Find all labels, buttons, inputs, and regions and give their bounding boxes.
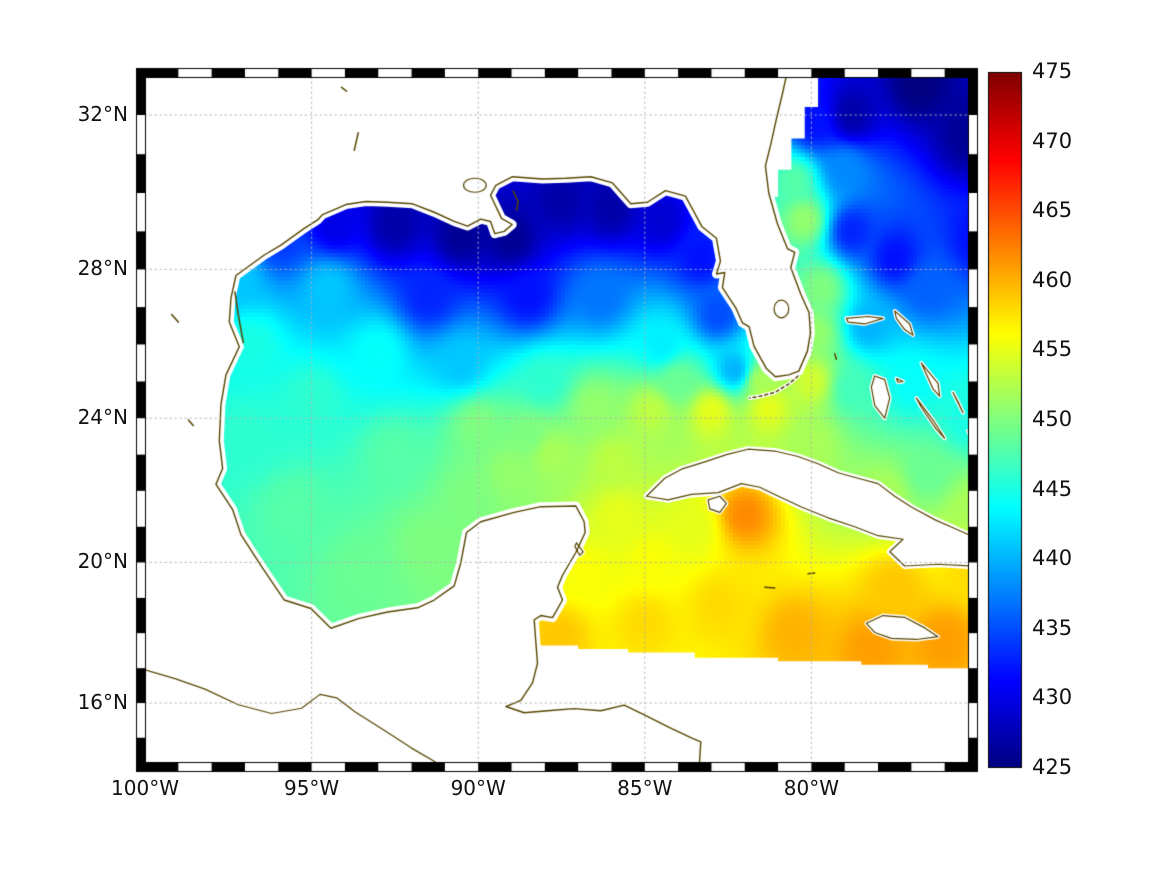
- colorbar-tick-label-450: 450: [1032, 407, 1073, 431]
- y-tick-label-28n: 28°N: [77, 256, 128, 281]
- x-tick-label-95w: 95°W: [283, 776, 340, 800]
- y-tick-label-32n: 32°N: [77, 102, 128, 126]
- x-tick-label-85w: 85°W: [617, 776, 673, 800]
- colorbar-tick-label-445: 445: [1032, 476, 1073, 501]
- colorbar-tick-label-430: 430: [1032, 685, 1073, 710]
- colorbar-tick-label-435: 435: [1032, 615, 1073, 640]
- x-tick-label-90w: 90°W: [450, 776, 506, 800]
- y-tick-label-20n: 20°N: [77, 549, 128, 574]
- colorbar-tick-label-465: 465: [1032, 198, 1073, 223]
- colorbar-tick-label-470: 470: [1032, 128, 1073, 153]
- colorbar-tick-label-455: 455: [1032, 337, 1073, 362]
- colorbar-tick-label-460: 460: [1032, 267, 1073, 292]
- colorbar-tick-label-440: 440: [1032, 546, 1073, 571]
- colorbar-tick-label-425: 425: [1032, 755, 1073, 779]
- y-tick-label-24n: 24°N: [77, 405, 128, 430]
- x-tick-label-100w: 100°W: [111, 776, 179, 800]
- colorbar-tick-label-475: 475: [1032, 59, 1073, 83]
- x-tick-label-80w: 80°W: [783, 776, 839, 800]
- y-tick-label-16n: 16°N: [77, 690, 128, 715]
